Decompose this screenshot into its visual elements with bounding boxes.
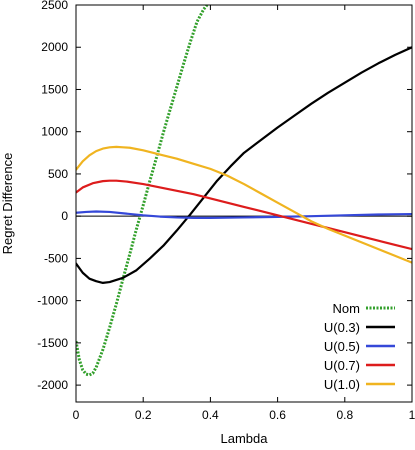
x-tick-label: 0.4 [202, 408, 219, 422]
y-tick-label: 1000 [41, 125, 68, 139]
y-tick-label: 2000 [41, 40, 68, 54]
legend-label: U(0.5) [324, 339, 360, 354]
plot-frame [75, 4, 413, 403]
series-line-u-0-5 [76, 210, 412, 219]
y-axis-title: Regret Difference [0, 153, 15, 255]
series-line-nom [76, 5, 209, 377]
y-tick-label: 2500 [41, 0, 68, 12]
y-tick-label: -1500 [37, 336, 68, 350]
x-tick-label: 1 [409, 408, 415, 422]
series-layer [76, 5, 412, 377]
legend-label: Nom [333, 301, 360, 316]
legend-label: U(1.0) [324, 377, 360, 392]
legend-label: U(0.3) [324, 320, 360, 335]
series-line-u-0-3 [76, 46, 412, 284]
y-tick-label: -1000 [37, 294, 68, 308]
legend: Nom U(0.3) U(0.5) U(0.7) U(1.0) [324, 301, 395, 392]
series-line-u-1-0 [76, 145, 412, 264]
x-tick-label: 0.6 [269, 408, 286, 422]
x-tick-label: 0.2 [135, 408, 152, 422]
y-tick-label: -500 [44, 251, 68, 265]
y-tick-label: 1500 [41, 82, 68, 96]
legend-label: U(0.7) [324, 358, 360, 373]
x-tick-label: 0 [73, 408, 80, 422]
ticks-layer: 0 0.2 0.4 0.6 0.8 1 -2000 -1500 -1000 -500 0 500 100… [37, 0, 415, 422]
x-axis-title: Lambda [221, 431, 269, 446]
x-tick-label: 0.8 [336, 408, 353, 422]
y-tick-label: -2000 [37, 378, 68, 392]
y-tick-label: 0 [61, 209, 68, 223]
series-line-u-0-7 [76, 179, 412, 251]
y-tick-label: 500 [48, 167, 68, 181]
